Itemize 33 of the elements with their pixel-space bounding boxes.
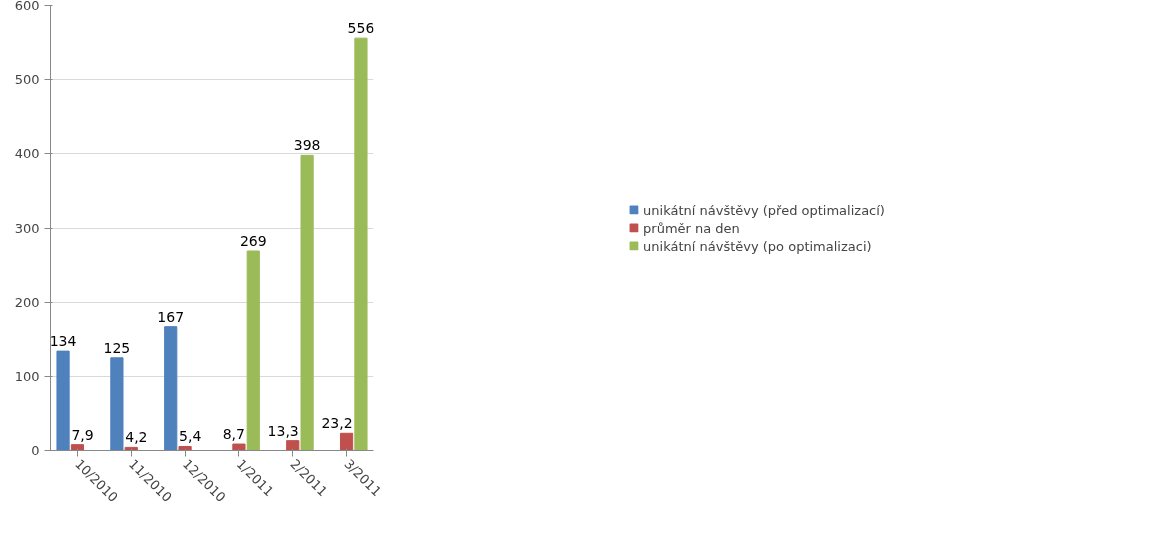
legend-label: unikátní návštěvy (před optimalizací)	[643, 202, 885, 217]
bar	[286, 440, 300, 451]
y-tick-label: 500	[14, 72, 40, 88]
data-label: 167	[157, 308, 185, 325]
bar	[178, 445, 192, 451]
data-label: 134	[49, 333, 77, 350]
data-label: 5,4	[179, 428, 202, 445]
bar	[56, 350, 70, 451]
y-tick-label: 600	[14, 0, 40, 13]
data-label: 4,2	[125, 429, 148, 446]
bar	[232, 443, 246, 451]
y-tick-label: 0	[31, 443, 40, 458]
bar	[339, 432, 354, 451]
bar	[246, 250, 260, 451]
data-label: 7,9	[71, 426, 94, 443]
data-label: 398	[293, 137, 321, 154]
data-label: 23,2	[321, 415, 353, 432]
bar	[70, 444, 85, 451]
bar	[164, 326, 178, 451]
y-tick-label: 100	[14, 368, 40, 384]
legend-label: unikátní návštěvy (po optimalizaci)	[643, 238, 872, 253]
data-label: 13,3	[267, 422, 299, 439]
data-label: 125	[103, 339, 131, 356]
data-label: 269	[239, 232, 267, 249]
legend-label: průměr na den	[643, 220, 740, 235]
bar	[300, 154, 314, 451]
bar	[110, 357, 124, 451]
bar	[354, 37, 368, 451]
y-tick-label: 200	[14, 294, 40, 310]
y-tick-label: 300	[14, 220, 40, 236]
data-label: 556	[347, 20, 375, 37]
data-label: 8,7	[222, 426, 245, 443]
y-tick-label: 400	[14, 146, 40, 162]
